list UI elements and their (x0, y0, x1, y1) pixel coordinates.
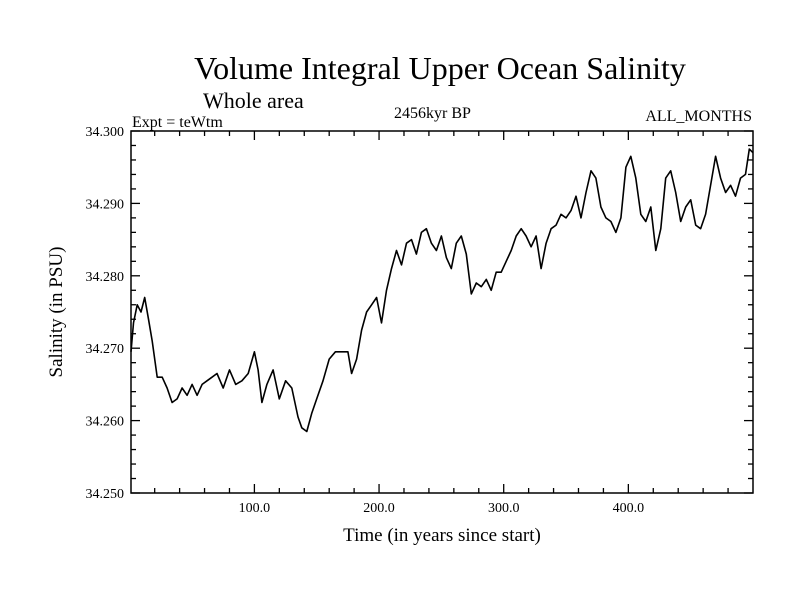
x-tick-label: 400.0 (613, 501, 645, 516)
months-label: ALL_MONTHS (645, 108, 752, 125)
tick-labels: 100.0 200.0 300.0 400.0 34.250 34.260 34.270 34… (86, 125, 645, 516)
tick-marks (131, 130, 753, 494)
y-axis-label: Salinity (in PSU) (46, 247, 67, 378)
x-tick-label: 200.0 (363, 501, 395, 516)
y-tick-label: 34.250 (86, 487, 125, 502)
salinity-series-line (130, 148, 754, 433)
chart-subtitle: Whole area (203, 88, 304, 113)
period-label: 2456kyr BP (394, 105, 471, 122)
y-tick-label: 34.300 (86, 125, 125, 140)
y-tick-label: 34.270 (86, 342, 125, 357)
experiment-label: Expt = teWtm (132, 114, 223, 131)
plot-frame (130, 130, 754, 494)
y-tick-label: 34.280 (86, 270, 125, 285)
x-axis-label: Time (in years since start) (343, 525, 541, 546)
x-tick-label: 300.0 (488, 501, 520, 516)
x-tick-label: 100.0 (239, 501, 271, 516)
chart-title: Volume Integral Upper Ocean Salinity (194, 50, 686, 86)
y-tick-label: 34.290 (86, 197, 125, 212)
y-tick-label: 34.260 (86, 415, 125, 430)
